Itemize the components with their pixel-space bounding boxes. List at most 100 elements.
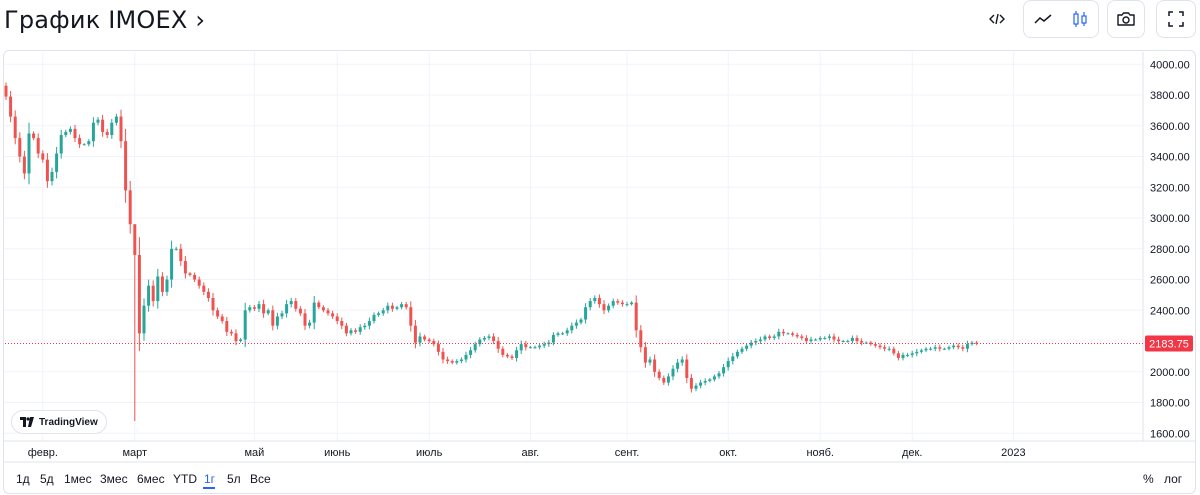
range-5d[interactable]: 5д xyxy=(40,472,54,486)
candle-body xyxy=(919,350,923,352)
candle-body xyxy=(616,301,620,303)
candle-body xyxy=(216,310,220,317)
page-title[interactable]: График IMOEX › xyxy=(4,6,206,34)
candle-body xyxy=(473,344,477,351)
candle-body xyxy=(105,131,109,136)
candle-body xyxy=(50,171,54,182)
candle-body xyxy=(574,322,578,326)
candle-body xyxy=(487,336,491,338)
range-3m[interactable]: 3мес xyxy=(100,472,128,486)
y-tick-label: 3600.00 xyxy=(1150,121,1190,133)
candle-body xyxy=(285,304,289,314)
candle-body xyxy=(901,354,905,358)
candle-body xyxy=(731,356,735,362)
y-tick-label: 3000.00 xyxy=(1150,213,1190,225)
range-1m[interactable]: 1мес xyxy=(64,472,92,486)
candle-body xyxy=(409,307,413,326)
candle-body xyxy=(685,359,689,378)
candle-body xyxy=(188,273,192,275)
range-ytd[interactable]: YTD xyxy=(173,472,197,486)
candle-body xyxy=(303,313,307,326)
candle-body xyxy=(611,301,615,306)
range-5y[interactable]: 5л xyxy=(227,472,241,486)
candle-body xyxy=(878,345,882,348)
candle-body xyxy=(869,342,873,345)
candle-body xyxy=(804,337,808,342)
candle-body xyxy=(763,336,767,340)
candle-body xyxy=(956,345,960,348)
candle-body xyxy=(505,354,509,357)
fullscreen-button[interactable] xyxy=(1156,0,1196,38)
x-tick-label: февр. xyxy=(28,447,58,459)
candle-body xyxy=(837,339,841,342)
candle-body xyxy=(749,342,753,346)
candle-body xyxy=(860,341,864,343)
candles-button[interactable] xyxy=(1061,1,1098,37)
candle-body xyxy=(183,261,187,274)
range-1d[interactable]: 1д xyxy=(16,472,30,486)
candle-body xyxy=(418,336,422,343)
candle-body xyxy=(565,330,569,334)
tradingview-logo[interactable]: TradingView xyxy=(11,410,107,434)
candle-body xyxy=(846,341,850,343)
candle-body xyxy=(298,308,302,314)
candle-body xyxy=(896,353,900,358)
candle-body xyxy=(883,347,887,349)
range-all[interactable]: Все xyxy=(250,472,271,486)
candle-body xyxy=(551,334,555,343)
y-tick-label: 2800.00 xyxy=(1150,244,1190,256)
candle-body xyxy=(459,359,463,362)
range-1y[interactable]: 1г xyxy=(204,472,216,486)
y-tick-label: 3200.00 xyxy=(1150,182,1190,194)
candle-body xyxy=(915,351,919,354)
candle-body xyxy=(809,339,813,342)
candle-body xyxy=(680,359,684,363)
candle-body xyxy=(772,336,776,338)
candle-body xyxy=(832,336,836,340)
log-scale-toggle[interactable]: лог xyxy=(1164,472,1183,486)
candle-body xyxy=(814,339,818,341)
snapshot-button[interactable] xyxy=(1107,0,1145,38)
candle-body xyxy=(929,348,933,350)
candle-body xyxy=(363,325,367,328)
candle-body xyxy=(841,341,845,343)
candle-body xyxy=(68,128,72,132)
candle-body xyxy=(671,368,675,377)
percent-scale-toggle[interactable]: % xyxy=(1143,472,1154,486)
x-tick-label: сент. xyxy=(615,447,640,459)
candle-body xyxy=(492,336,496,342)
candle-body xyxy=(579,319,583,323)
candle-body xyxy=(620,302,624,305)
candle-body xyxy=(634,302,638,331)
x-tick-label: март xyxy=(122,447,147,459)
range-active-indicator xyxy=(203,487,215,489)
candle-body xyxy=(160,276,164,292)
candle-body xyxy=(211,298,215,311)
candle-body xyxy=(708,379,712,382)
candle-body xyxy=(110,122,114,136)
line-chart-button[interactable] xyxy=(1024,1,1061,37)
candle-body xyxy=(910,353,914,355)
candle-body xyxy=(400,304,404,308)
line-chart-icon xyxy=(1033,14,1051,24)
candle-body xyxy=(193,274,197,280)
candle-body xyxy=(331,313,335,317)
range-6m[interactable]: 6мес xyxy=(137,472,165,486)
candle-body xyxy=(795,334,799,337)
candle-body xyxy=(924,348,928,351)
candle-body xyxy=(128,190,132,225)
embed-button[interactable] xyxy=(982,0,1012,38)
candle-body xyxy=(317,302,321,308)
chart-type-toggle xyxy=(1023,0,1099,38)
candle-body xyxy=(9,96,13,117)
candle-body xyxy=(275,316,279,326)
tradingview-logo-icon xyxy=(20,417,34,427)
y-tick-label: 3400.00 xyxy=(1150,152,1190,164)
candle-body xyxy=(390,305,394,309)
candle-body xyxy=(694,385,698,389)
candle-body xyxy=(96,119,100,123)
candle-body xyxy=(386,305,390,311)
candle-body xyxy=(312,302,316,323)
candle-body xyxy=(712,376,716,380)
